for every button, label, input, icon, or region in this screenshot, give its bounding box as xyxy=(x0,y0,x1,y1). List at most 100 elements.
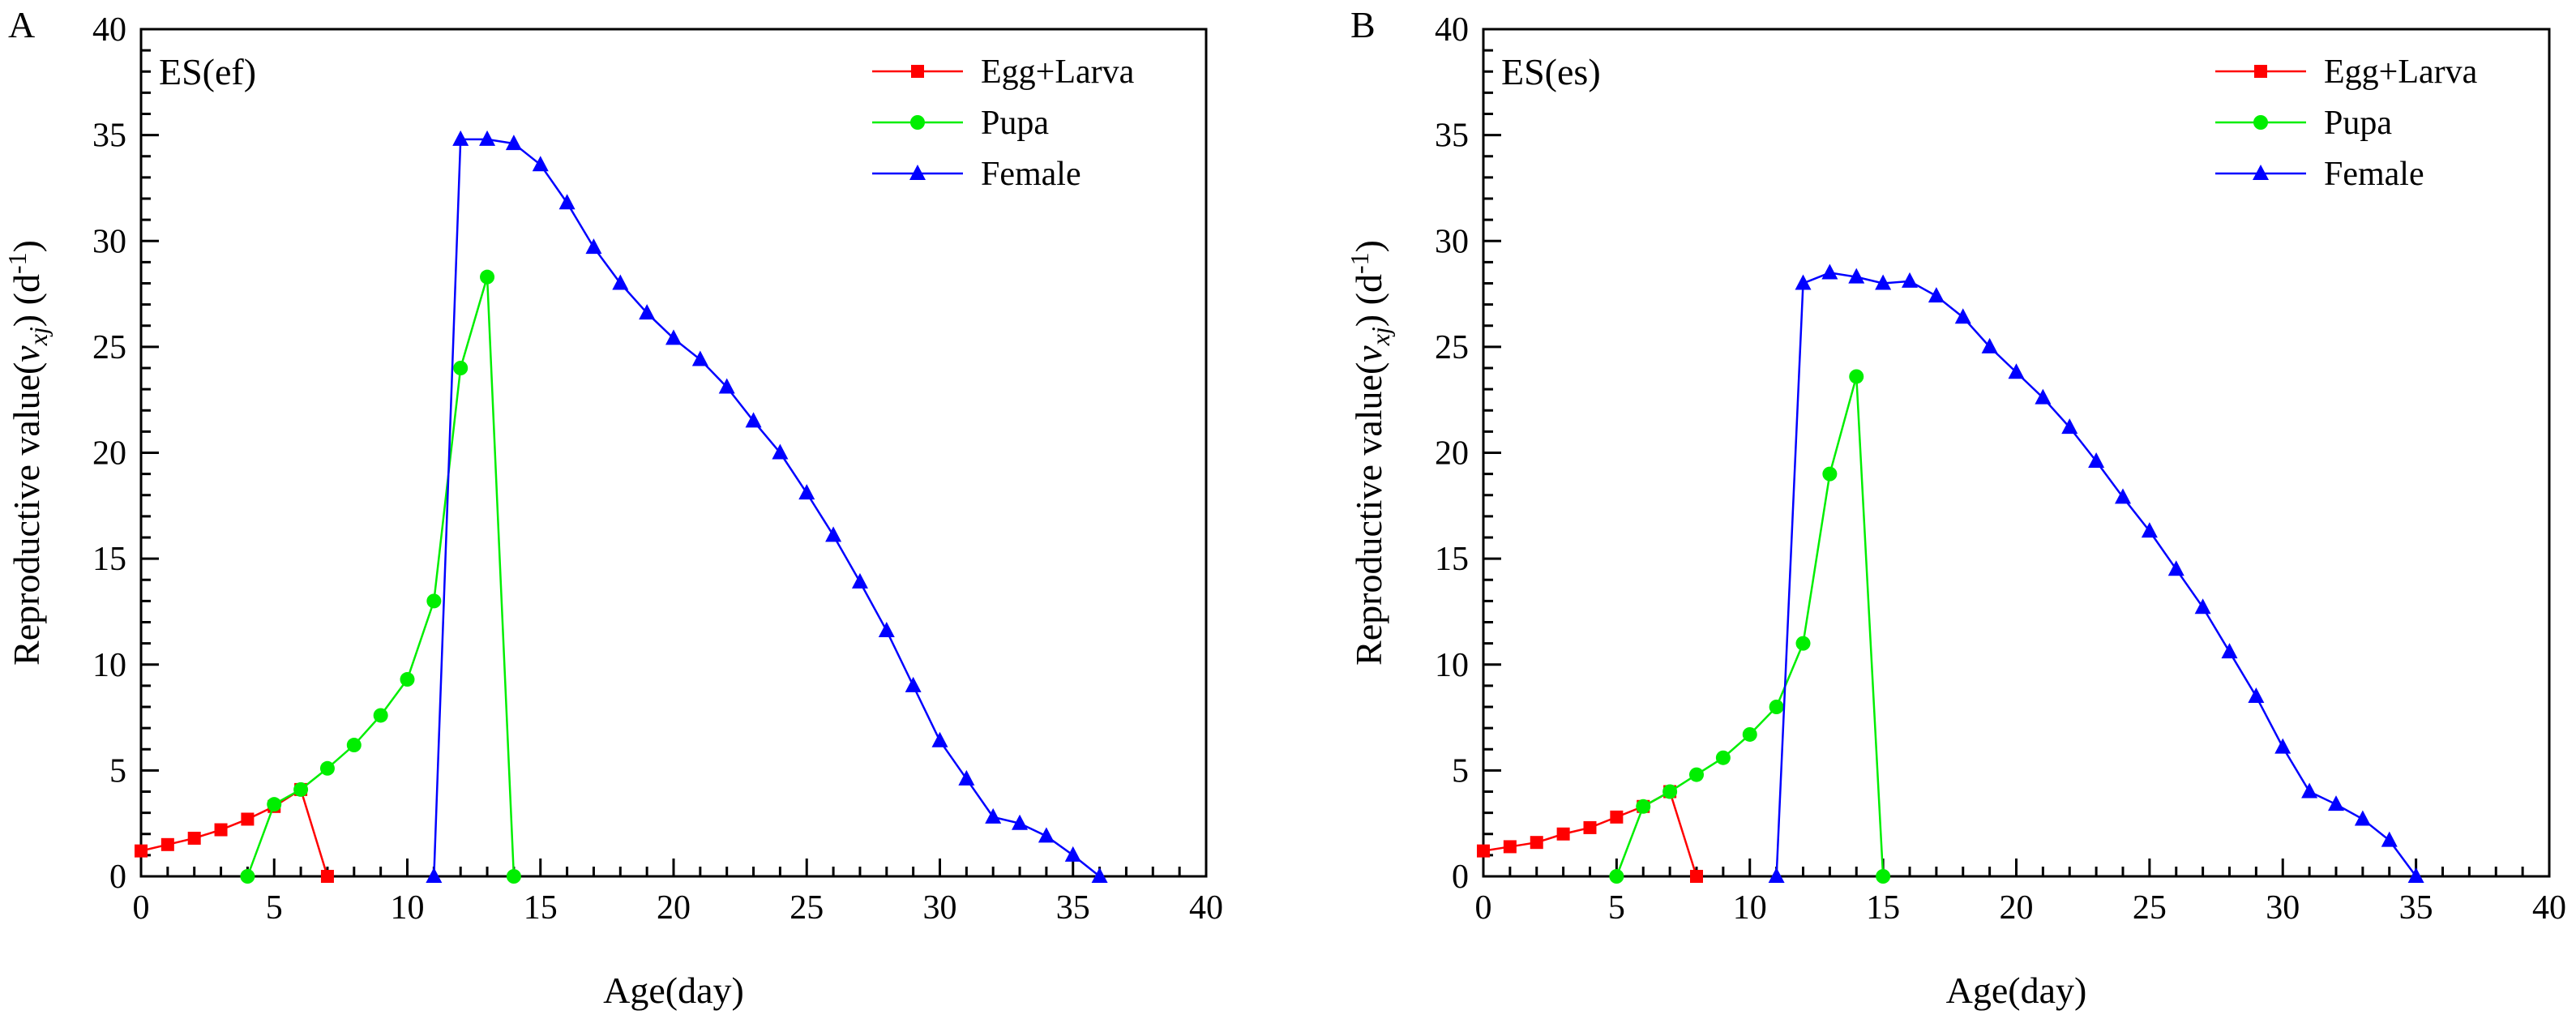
data-point xyxy=(1768,867,1785,883)
series-pupa xyxy=(1609,369,1891,884)
legend-label: Egg+Larva xyxy=(981,54,1135,91)
x-tick-label: 15 xyxy=(1866,889,1900,927)
data-point xyxy=(2141,522,2158,538)
x-tick-label: 20 xyxy=(2000,889,2034,927)
data-point xyxy=(1822,466,1838,482)
data-point xyxy=(1556,827,1570,841)
data-point xyxy=(851,572,868,589)
x-tick-label: 0 xyxy=(1475,889,1492,927)
data-point xyxy=(426,593,442,609)
data-point xyxy=(911,65,924,78)
data-point xyxy=(665,329,682,345)
data-point xyxy=(2061,418,2078,435)
x-tick-label: 40 xyxy=(1189,889,1223,927)
y-tick-label: 15 xyxy=(92,541,126,578)
series-line xyxy=(433,138,1101,877)
x-tick-label: 35 xyxy=(1056,889,1090,927)
data-point xyxy=(1849,369,1864,384)
y-tick-label: 30 xyxy=(92,223,126,260)
y-tick-label: 40 xyxy=(92,11,126,49)
y-axis-label-suffix: ) (d xyxy=(6,274,47,327)
y-axis-label-var: v xyxy=(1348,345,1389,362)
y-tick-label: 5 xyxy=(109,752,126,790)
data-point xyxy=(346,738,362,753)
data-point xyxy=(1610,810,1624,824)
y-tick-label: 40 xyxy=(1435,11,1469,49)
data-point xyxy=(1769,700,1784,714)
data-point xyxy=(479,130,496,146)
y-axis-label-sub: xj xyxy=(24,327,53,346)
y-tick-label: 30 xyxy=(1435,223,1469,260)
series-pupa xyxy=(240,269,521,884)
data-point xyxy=(2354,810,2371,826)
legend-label: Female xyxy=(2324,156,2424,193)
data-point xyxy=(293,781,309,797)
x-tick-label: 10 xyxy=(391,889,425,927)
data-point xyxy=(691,350,708,366)
data-point xyxy=(241,812,255,826)
data-point xyxy=(532,156,549,172)
data-point xyxy=(1477,844,1490,858)
data-point xyxy=(480,269,495,285)
data-point xyxy=(585,238,602,255)
x-tick-label: 25 xyxy=(789,889,824,927)
data-point xyxy=(1064,846,1081,862)
data-point xyxy=(2253,165,2269,180)
data-point xyxy=(2248,687,2265,703)
data-point xyxy=(1902,272,1918,288)
legend-item: Female xyxy=(2215,156,2424,193)
series-female xyxy=(426,130,1108,883)
x-tick-label: 0 xyxy=(133,889,150,927)
x-tick-label: 40 xyxy=(2532,889,2566,927)
data-point xyxy=(2088,452,2105,468)
x-tick-label: 30 xyxy=(2266,889,2300,927)
data-point xyxy=(320,870,334,883)
data-point xyxy=(1038,827,1055,843)
y-axis-label-sup: -1 xyxy=(2,252,32,274)
data-point xyxy=(1715,750,1731,765)
data-point xyxy=(2035,388,2052,405)
data-point xyxy=(240,869,255,884)
x-tick-label: 35 xyxy=(2399,889,2433,927)
data-point xyxy=(505,135,522,151)
data-point xyxy=(160,837,174,851)
legend-item: Pupa xyxy=(2215,105,2392,142)
y-tick-label: 10 xyxy=(1435,647,1469,684)
y-tick-label: 15 xyxy=(1435,541,1469,578)
x-tick-label: 5 xyxy=(266,889,283,927)
legend-label: Egg+Larva xyxy=(2324,54,2478,91)
y-axis-label-suffix: ) (d xyxy=(1348,274,1389,327)
series-line xyxy=(1775,272,2417,877)
y-tick-label: 10 xyxy=(92,647,126,684)
data-point xyxy=(1583,820,1597,834)
data-point xyxy=(798,484,815,500)
x-tick-label: 10 xyxy=(1733,889,1767,927)
data-point xyxy=(2254,65,2267,78)
chart-panel-b: 0 5 10 15 20 25 30 35 40 0 5 10 15 20 25 30 35 40 Age(day)… xyxy=(1345,4,2566,1011)
data-point xyxy=(612,274,629,290)
y-axis-label-var: v xyxy=(6,345,47,362)
data-point xyxy=(2194,598,2211,614)
data-point xyxy=(909,165,926,180)
y-tick-label: 20 xyxy=(92,435,126,473)
series-line xyxy=(246,276,516,877)
x-axis-label: Age(day) xyxy=(1946,970,2087,1011)
data-point xyxy=(453,361,469,375)
data-point xyxy=(718,378,735,394)
data-point xyxy=(1689,767,1704,782)
y-axis-label-sub: xj xyxy=(1366,327,1395,346)
data-point xyxy=(772,443,789,460)
x-tick-label: 20 xyxy=(657,889,691,927)
y-tick-label: 35 xyxy=(92,118,126,155)
data-point xyxy=(2221,643,2238,659)
legend: Egg+Larva Pupa Female xyxy=(2215,54,2478,193)
data-point xyxy=(214,823,228,837)
data-point xyxy=(2274,738,2291,754)
data-point xyxy=(2407,867,2424,883)
data-point xyxy=(2167,560,2184,576)
data-point xyxy=(2301,782,2318,799)
y-tick-label: 5 xyxy=(1452,752,1469,790)
data-point xyxy=(2115,488,2131,504)
legend-item: Egg+Larva xyxy=(872,54,1135,91)
